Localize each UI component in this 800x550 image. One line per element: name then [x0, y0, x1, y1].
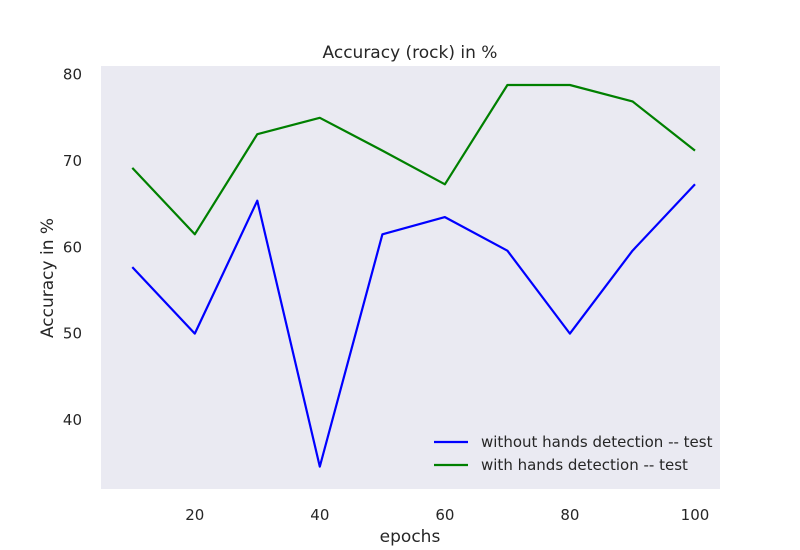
- x-tick-label: 80: [560, 506, 579, 524]
- y-tick-label: 80: [63, 66, 82, 84]
- plot-area: [101, 66, 720, 489]
- series-line-without-hands: [131, 183, 696, 468]
- y-tick-label: 60: [63, 238, 82, 256]
- y-tick-label: 40: [63, 411, 82, 429]
- y-tick-label: 70: [63, 152, 82, 170]
- x-tick-label: 20: [185, 506, 204, 524]
- legend-label-with-hands: with hands detection -- test: [481, 456, 688, 474]
- x-axis-label: epochs: [380, 527, 441, 547]
- x-tick-label: 60: [435, 506, 454, 524]
- y-axis-label: Accuracy in %: [38, 218, 58, 338]
- series-line-with-hands: [131, 83, 696, 236]
- chart-title: Accuracy (rock) in %: [323, 43, 498, 63]
- x-tick-label: 40: [310, 506, 329, 524]
- legend-box: [423, 428, 713, 480]
- y-tick-labels: 40 50 60 70 80: [63, 66, 82, 429]
- legend: without hands detection -- test with han…: [423, 428, 713, 480]
- legend-label-without-hands: without hands detection -- test: [481, 433, 713, 451]
- x-tick-label: 100: [681, 506, 710, 524]
- x-tick-labels: 20 40 60 80 100: [185, 506, 709, 524]
- y-tick-label: 50: [63, 325, 82, 343]
- series-lines: [131, 83, 696, 468]
